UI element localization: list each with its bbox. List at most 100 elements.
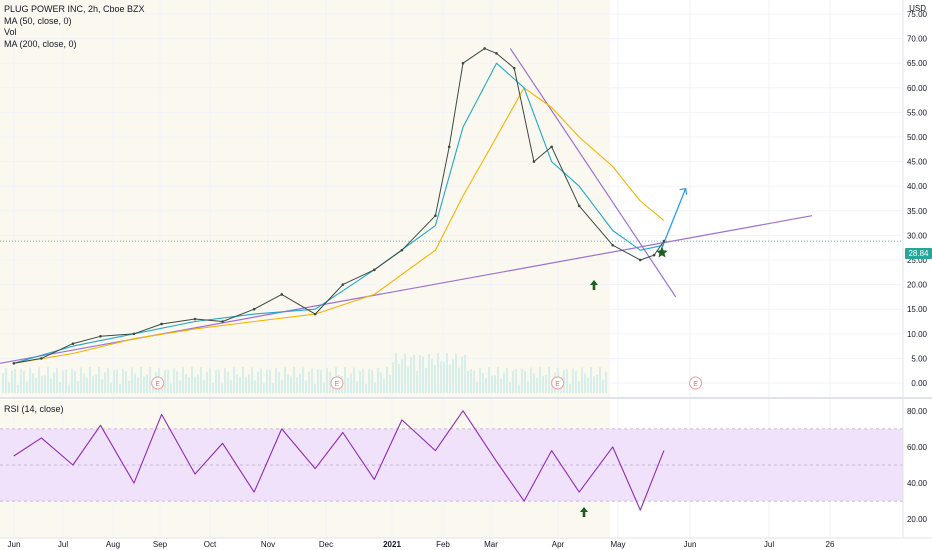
volume-bar <box>32 373 34 393</box>
volume-bar <box>65 369 67 393</box>
volume-bar <box>386 367 388 393</box>
volume-bar <box>419 355 421 393</box>
currency-label: USD <box>909 4 926 13</box>
volume-bar <box>101 379 103 393</box>
volume-bar <box>245 377 247 393</box>
volume-bar <box>428 353 430 393</box>
volume-bar <box>458 367 460 393</box>
volume-bar <box>293 367 295 393</box>
price-tick-label: 70.00 <box>907 35 928 44</box>
volume-bar <box>2 372 4 393</box>
volume-bar <box>392 361 394 393</box>
price-tick-label: 5.00 <box>911 354 927 363</box>
volume-bar <box>398 364 400 393</box>
volume-bar <box>146 374 148 393</box>
price-point <box>99 334 102 338</box>
volume-bar <box>266 369 268 393</box>
volume-bar <box>377 367 379 393</box>
session-shade <box>0 0 610 398</box>
volume-bar <box>548 367 550 393</box>
price-point <box>280 293 284 296</box>
volume-bar <box>128 380 130 393</box>
volume-bar <box>227 371 229 393</box>
legend-ma50: MA (50, close, 0) <box>4 15 72 26</box>
volume-bar <box>416 370 418 393</box>
volume-bar <box>521 368 523 393</box>
volume-bar <box>182 367 184 393</box>
volume-bar <box>350 373 352 393</box>
volume-bar <box>263 383 265 393</box>
volume-bar <box>497 367 499 393</box>
volume-bar <box>74 370 76 393</box>
earnings-marker: E <box>151 376 165 390</box>
volume-bar <box>563 370 565 393</box>
volume-bar <box>125 371 127 393</box>
volume-bar <box>383 379 385 393</box>
price-tick-label: 15.00 <box>907 305 928 314</box>
volume-bar <box>347 377 349 393</box>
volume-bar <box>26 381 28 393</box>
volume-bar <box>20 368 22 393</box>
price-point <box>132 332 136 336</box>
ma50-line <box>13 62 665 364</box>
price-tick-label: 25.00 <box>907 256 928 265</box>
rsi-tick-label: 40.00 <box>907 479 928 488</box>
volume-bar <box>407 367 409 393</box>
volume-bar <box>71 368 73 393</box>
volume-bar <box>536 377 538 393</box>
price-point <box>373 268 376 272</box>
time-tick-label: 2021 <box>383 540 401 549</box>
volume-bar <box>185 373 187 393</box>
volume-bar <box>272 383 274 393</box>
volume-bar <box>68 384 70 393</box>
volume-bar <box>572 368 574 393</box>
price-tick-label: 50.00 <box>907 133 928 142</box>
price-point <box>652 253 656 257</box>
price-tick-label: 0.00 <box>911 379 927 388</box>
volume-bar <box>506 367 508 393</box>
volume-bar <box>413 354 415 393</box>
time-tick-label: Aug <box>106 540 120 549</box>
volume-bar <box>77 381 79 393</box>
time-tick-label: Jul <box>764 540 774 549</box>
price-tick-label: 20.00 <box>907 281 928 290</box>
legend-title: PLUG POWER INC, 2h, Cboe BZX <box>4 4 145 14</box>
volume-bar <box>359 371 361 393</box>
volume-bar <box>461 356 463 393</box>
time-tick-label: Oct <box>204 540 217 549</box>
volume-bar <box>356 380 358 393</box>
volume-bar <box>401 359 403 393</box>
volume-bar <box>452 358 454 393</box>
earnings-marker: E <box>551 376 565 390</box>
rsi-tick-label: 80.00 <box>907 407 928 416</box>
volume-bar <box>545 375 547 393</box>
volume-bar <box>380 372 382 393</box>
volume-bar <box>434 364 436 393</box>
volume-bar <box>524 370 526 393</box>
volume-bar <box>161 382 163 393</box>
time-tick-label: Jun <box>684 540 697 549</box>
time-tick-label: Jun <box>8 540 21 549</box>
volume-bar <box>122 368 124 393</box>
volume-bar <box>305 380 307 393</box>
volume-bar <box>512 370 514 393</box>
volume-bar <box>605 372 607 393</box>
volume-bar <box>14 368 16 393</box>
volume-bar <box>86 377 88 393</box>
volume-bar <box>173 368 175 393</box>
chart-legend: PLUG POWER INC, 2h, Cboe BZX MA (50, clo… <box>4 4 145 50</box>
volume-bar <box>233 367 235 393</box>
volume-bar <box>587 377 589 393</box>
volume-bar <box>80 367 82 393</box>
volume-bar <box>251 367 253 393</box>
volume-bar <box>482 372 484 393</box>
price-point <box>313 312 317 316</box>
volume-bar <box>197 374 199 393</box>
volume-bar <box>8 381 10 393</box>
earnings-marker: E <box>330 376 344 390</box>
volume-bar <box>134 373 136 393</box>
volume-bar <box>179 380 181 393</box>
volume-bar <box>455 353 457 393</box>
time-tick-label: 26 <box>826 540 835 549</box>
volume-bar <box>56 367 58 393</box>
